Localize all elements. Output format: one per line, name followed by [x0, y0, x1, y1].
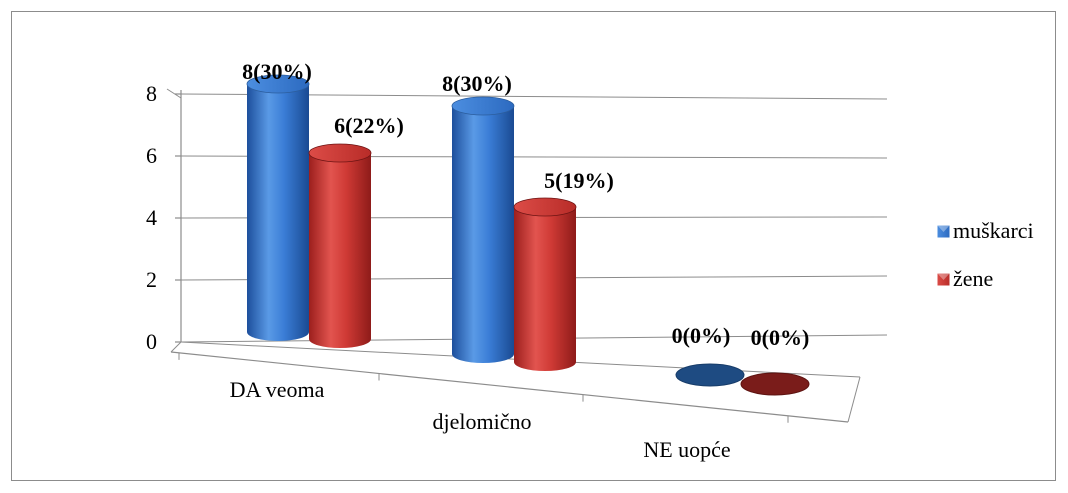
- x-axis-line: [170, 351, 849, 423]
- data-label: 0(0%): [751, 325, 810, 350]
- floor-left-edge: [170, 341, 182, 353]
- data-label: 8(30%): [442, 71, 512, 96]
- bar-zene: [740, 372, 810, 396]
- wall-edge: [166, 88, 182, 99]
- y-tick-label: 8: [146, 81, 157, 106]
- y-tick-label: 6: [146, 143, 157, 168]
- y-tick-label: 2: [146, 267, 157, 292]
- legend: muškarci žene: [936, 218, 1034, 291]
- bar-zene: [308, 143, 372, 348]
- bar-base: [675, 363, 745, 387]
- bars: [246, 74, 810, 396]
- bar-muskarci: [675, 363, 745, 387]
- data-label: 8(30%): [242, 59, 312, 84]
- data-labels: 8(30%) 8(30%) 0(0%) 6(22%) 5(19%) 0(0%): [242, 59, 809, 350]
- y-tick-label: 0: [146, 329, 157, 354]
- x-category-label: djelomično: [433, 409, 532, 434]
- legend-swatch-shine: [937, 225, 950, 232]
- bar-top: [451, 96, 515, 116]
- bar-body: [309, 153, 371, 348]
- x-category-label: DA veoma: [230, 377, 325, 402]
- y-tick-label: 4: [146, 205, 157, 230]
- bar-body: [514, 207, 576, 371]
- bar-muskarci: [246, 74, 310, 341]
- legend-item: žene: [936, 266, 993, 291]
- bar-top: [513, 197, 577, 217]
- bar-zene: [513, 197, 577, 371]
- legend-swatch: [936, 272, 951, 287]
- legend-swatch-shine: [937, 273, 950, 280]
- bar-top: [308, 143, 372, 163]
- data-label: 5(19%): [544, 168, 614, 193]
- legend-swatch: [936, 224, 951, 239]
- legend-label: muškarci: [953, 218, 1034, 243]
- x-category-label: NE uopće: [643, 437, 730, 462]
- y-axis: 0 2 4 6 8: [146, 81, 181, 354]
- bar-top: [246, 74, 310, 94]
- data-label: 6(22%): [334, 113, 404, 138]
- bar-base: [740, 372, 810, 396]
- legend-label: žene: [953, 266, 993, 291]
- data-label: 0(0%): [672, 323, 731, 348]
- bar-muskarci: [451, 96, 515, 363]
- floor-right-edge: [847, 376, 861, 423]
- bar-body: [247, 84, 309, 341]
- bar-body: [452, 106, 514, 363]
- x-axis: DA veoma djelomično NE uopće: [178, 352, 789, 462]
- legend-item: muškarci: [936, 218, 1034, 243]
